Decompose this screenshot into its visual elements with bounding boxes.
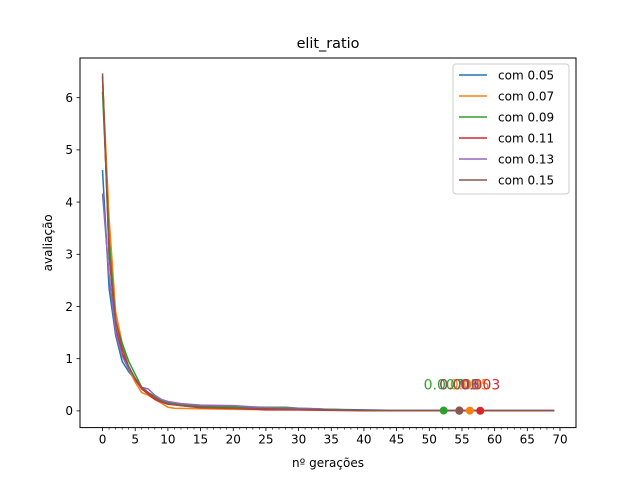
x-axis-ticks: 0 5 10 15 20 25 30 35 40 45 50 55 60 65 70 — [99, 427, 568, 447]
x-tick-label: 70 — [552, 433, 567, 447]
final-value-label-3: 0.003 — [460, 378, 500, 394]
x-tick-label: 35 — [324, 433, 339, 447]
x-tick-label: 50 — [422, 433, 437, 447]
y-tick-label: 6 — [65, 91, 73, 105]
legend-label-1: com 0.07 — [498, 90, 554, 104]
x-axis-label: nº gerações — [292, 456, 364, 470]
x-tick-label: 65 — [520, 433, 535, 447]
final-value-label-1: 0.005 — [450, 378, 490, 394]
x-tick-label: 15 — [193, 433, 208, 447]
y-tick-label: 3 — [65, 248, 73, 262]
legend-label-2: com 0.09 — [498, 111, 554, 125]
y-tick-label: 4 — [65, 195, 73, 209]
chart-title: elit_ratio — [297, 36, 360, 52]
x-tick-label: 40 — [356, 433, 371, 447]
y-tick-label: 5 — [65, 143, 73, 157]
legend-label-4: com 0.13 — [498, 153, 554, 167]
x-tick-label: 0 — [99, 433, 107, 447]
y-axis-label: avaliação — [41, 214, 55, 271]
x-tick-label: 10 — [160, 433, 175, 447]
final-value-label-5: 0.006 — [439, 378, 479, 394]
legend-label-5: com 0.15 — [498, 174, 554, 188]
final-value-label-2: 0.007 — [424, 378, 464, 394]
axes-frame — [79, 57, 577, 429]
legend: com 0.05 com 0.07 com 0.09 com 0.11 com 0.13… — [452, 63, 570, 195]
final-markers — [439, 406, 485, 415]
legend-label-3: com 0.11 — [498, 132, 554, 146]
legend-label-0: com 0.05 — [498, 69, 554, 83]
plot-area — [101, 73, 555, 412]
y-tick-label: 1 — [65, 352, 73, 366]
x-tick-label: 20 — [226, 433, 241, 447]
x-tick-label: 60 — [487, 433, 502, 447]
series-line-5 — [101, 73, 555, 412]
final-marker-1 — [465, 406, 474, 415]
x-tick-label: 5 — [131, 433, 139, 447]
x-tick-label: 25 — [258, 433, 273, 447]
y-tick-label: 2 — [65, 300, 73, 314]
final-value-label-4: 0.009 — [439, 377, 479, 393]
x-tick-label: 45 — [389, 433, 404, 447]
final-marker-2 — [439, 406, 448, 415]
final-marker-3 — [476, 406, 485, 415]
x-tick-label: 30 — [291, 433, 306, 447]
y-axis-ticks: 0 1 2 3 4 5 6 — [65, 91, 80, 418]
y-tick-label: 0 — [65, 404, 73, 418]
final-value-label-0: 0.003 — [439, 378, 479, 394]
x-tick-label: 55 — [454, 433, 469, 447]
final-marker-5 — [455, 406, 464, 415]
